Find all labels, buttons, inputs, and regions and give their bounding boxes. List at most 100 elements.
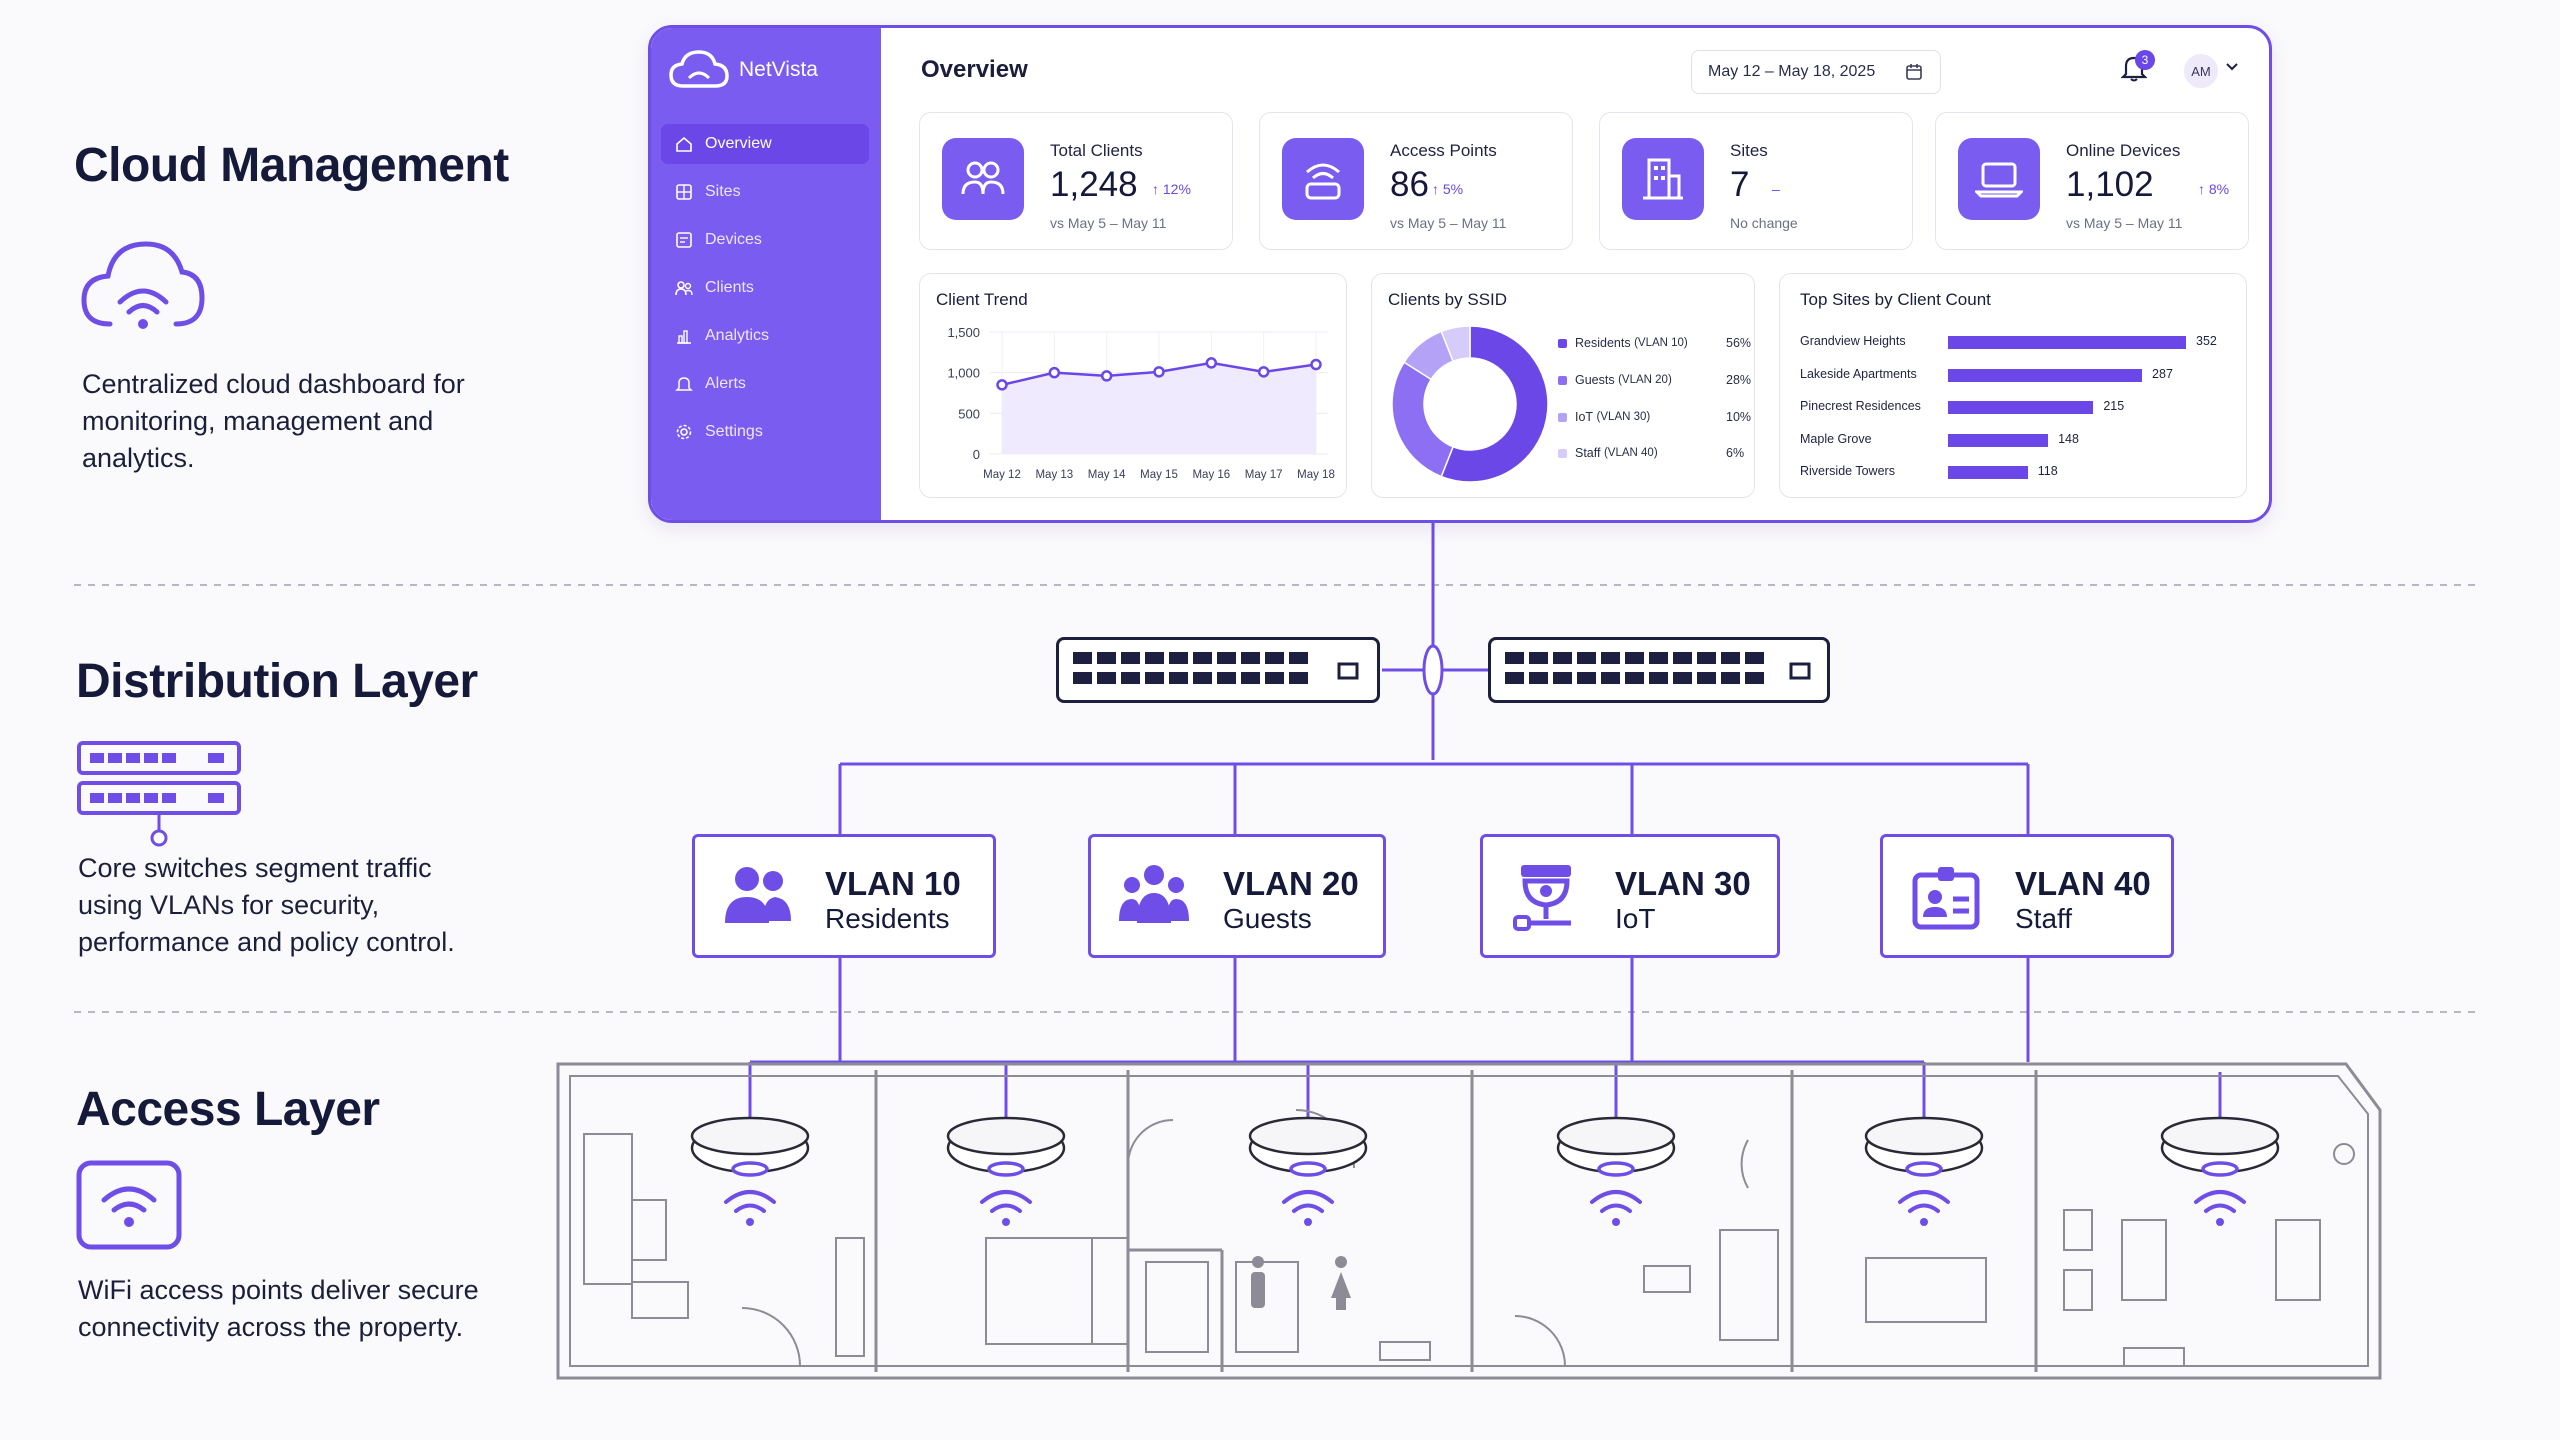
ssid-slice-residents [1440, 325, 1549, 483]
switch-port [1073, 652, 1092, 664]
clients-by-ssid-title: Clients by SSID [1388, 290, 1508, 309]
date-range-picker[interactable]: May 12 – May 18, 2025 [1691, 50, 1941, 94]
x-tick-label: May 14 [1088, 469, 1126, 481]
access-point [1248, 1116, 1368, 1226]
trend-point [1310, 358, 1322, 371]
legend-tag: (VLAN 30) [1596, 411, 1651, 423]
users-icon [675, 281, 693, 296]
ssid-slice-guests [1391, 361, 1455, 478]
site-bar [1948, 466, 2028, 479]
x-tick-label: May 16 [1192, 469, 1230, 481]
switch-port [1265, 672, 1284, 684]
vlan-box-residents[interactable]: VLAN 10 Residents [692, 834, 996, 958]
calendar-icon [1906, 64, 1923, 80]
site-label: Riverside Towers [1800, 464, 1895, 478]
stat-card-total-clients[interactable]: Total Clients 1,248 ↑ 12% vs May 5 – May 11 [919, 112, 1233, 250]
stat-card-access-points[interactable]: Access Points 86 ↑ 5% vs May 5 – May 11 [1259, 112, 1573, 250]
x-tick-label: May 12 [983, 469, 1021, 481]
switch-port [1505, 672, 1524, 684]
ssid-legend-item: Guests (VLAN 20) 28% [1558, 373, 1751, 387]
legend-label: Staff [1575, 446, 1601, 460]
site-value-label: 287 [2152, 366, 2173, 381]
stat-card-sites[interactable]: Sites 7 – No change [1599, 112, 1913, 250]
distribution-layer-title: Distribution Layer [76, 655, 478, 708]
access-point [2160, 1116, 2280, 1226]
brand[interactable]: NetVista [669, 50, 818, 90]
switch-port [1577, 652, 1596, 664]
site-label: Lakeside Apartments [1800, 366, 1917, 381]
stat-value: 86 [1390, 165, 1429, 204]
switch-port [1721, 652, 1740, 664]
switch-port [1073, 672, 1092, 684]
vlan-box-staff[interactable]: VLAN 40 Staff [1880, 834, 2174, 958]
y-tick-label: 0 [973, 447, 980, 462]
stat-card-online-devices[interactable]: Online Devices 1,102 ↑ 8% vs May 5 – May 11 [1935, 112, 2249, 250]
sidebar-nav: Overview Sites Devices Clients Analytics Aler… [661, 124, 869, 460]
legend-swatch [1558, 412, 1567, 422]
client-trend-card: Client Trend 1,500 1,000 500 0 May 12 May 13 M… [919, 273, 1347, 498]
stat-value: 7 [1730, 165, 1750, 204]
sidebar-item-clients[interactable]: Clients [661, 268, 869, 308]
legend-label: Guests [1575, 373, 1615, 387]
trend-area [1002, 362, 1316, 454]
switch-port [1625, 652, 1644, 664]
switch-port [1145, 652, 1164, 664]
switch-port [1121, 672, 1140, 684]
sidebar-item-label: Overview [705, 135, 772, 152]
sidebar-item-devices[interactable]: Devices [661, 220, 869, 260]
notifications-button[interactable]: 3 [2120, 50, 2155, 87]
access-points [690, 1116, 2280, 1226]
legend-swatch [1558, 375, 1567, 385]
site-bar [1948, 368, 2143, 382]
site-bar [1948, 336, 2186, 349]
sidebar-item-sites[interactable]: Sites [661, 172, 869, 212]
vlan-box-iot[interactable]: VLAN 30 IoT [1480, 834, 1780, 958]
legend-pct: 28% [1726, 373, 1752, 387]
switch-port [1697, 652, 1716, 664]
vlan-id: VLAN 40 [2015, 865, 2151, 902]
sidebar-item-label: Alerts [705, 375, 746, 392]
chevron-down-icon[interactable] [2225, 62, 2239, 72]
site-value-label: 352 [2196, 334, 2217, 348]
site-bar [1948, 433, 2049, 447]
sidebar-item-overview[interactable]: Overview [661, 124, 869, 164]
switch-port [1241, 672, 1260, 684]
switch-port [1529, 672, 1548, 684]
site-label: Grandview Heights [1800, 334, 1906, 348]
core-switch-2 [1488, 637, 1830, 703]
legend-tag: (VLAN 10) [1634, 337, 1688, 349]
stat-subtext: vs May 5 – May 11 [1050, 215, 1167, 231]
stat-delta: ↑ 5% [1432, 181, 1464, 197]
stat-icon-tile [1958, 138, 2040, 220]
switch-port [1169, 672, 1188, 684]
switch-port [1553, 672, 1572, 684]
core-switch-1 [1056, 637, 1380, 703]
date-range-text: May 12 – May 18, 2025 [1708, 63, 1876, 80]
y-tick-label: 1,000 [947, 366, 980, 381]
cloud-logo-icon [669, 50, 729, 88]
stat-delta: – [1772, 181, 1780, 197]
sidebar-item-settings[interactable]: Settings [661, 412, 869, 452]
dashboard-sidebar: NetVista Overview Sites Devices Clients Anal… [651, 28, 881, 520]
site-label: Maple Grove [1800, 431, 1872, 446]
trend-point [1257, 366, 1270, 378]
building-icon [1643, 158, 1683, 200]
vlan-id: VLAN 10 [825, 865, 961, 902]
users-icon [961, 161, 1005, 195]
ssid-donut-chart [1391, 325, 1549, 483]
x-tick-label: May 18 [1297, 469, 1335, 481]
stat-subtext: vs May 5 – May 11 [2066, 215, 2183, 231]
guests-group-icon [1119, 865, 1189, 923]
stat-label: Access Points [1390, 141, 1497, 160]
avatar[interactable]: AM [2184, 54, 2218, 88]
distribution-layer-description: Core switches segment traffic using VLAN… [78, 853, 455, 957]
vlan-box-guests[interactable]: VLAN 20 Guests [1088, 834, 1386, 958]
sidebar-item-analytics[interactable]: Analytics [661, 316, 869, 356]
access-layer-title: Access Layer [76, 1083, 380, 1136]
wifi-signal-icon [980, 1190, 1032, 1226]
sidebar-item-alerts[interactable]: Alerts [661, 364, 869, 404]
site-value-label: 215 [2103, 399, 2125, 413]
wifi-signal-icon [724, 1190, 776, 1226]
